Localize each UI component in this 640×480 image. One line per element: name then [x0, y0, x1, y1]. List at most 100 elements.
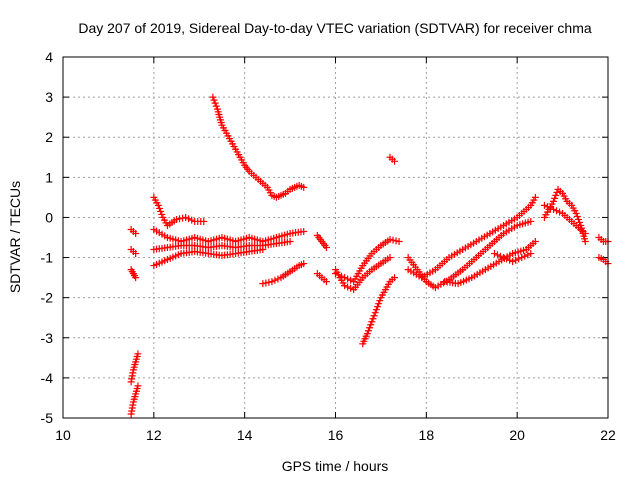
data-point: [300, 260, 308, 268]
data-point: [552, 191, 560, 199]
data-point: [389, 236, 397, 244]
x-tick-label: 12: [146, 427, 162, 443]
data-point: [392, 237, 400, 245]
data-point: [506, 256, 514, 264]
data-point: [322, 244, 330, 252]
series-arc-11: [259, 260, 308, 288]
data-point: [493, 251, 501, 259]
data-point: [550, 197, 557, 205]
data-point: [551, 194, 559, 202]
data-point: [173, 215, 181, 223]
data-point: [386, 236, 394, 244]
y-tick-label: 1: [45, 169, 53, 185]
data-point: [347, 276, 355, 284]
x-tick-label: 10: [55, 427, 71, 443]
series-arc-16: [359, 274, 399, 348]
series-arc-21: [490, 250, 535, 266]
series-arc-8: [150, 238, 294, 254]
data-point: [503, 255, 511, 263]
data-point: [518, 254, 526, 262]
data-point: [259, 246, 267, 254]
x-tick-label: 16: [328, 427, 344, 443]
series-arc-10: [209, 93, 308, 201]
data-point: [154, 201, 162, 209]
data-point: [156, 204, 164, 212]
series-arc-7: [150, 225, 308, 246]
series-arc-24: [595, 234, 612, 246]
data-point: [200, 217, 208, 225]
grid: [63, 57, 608, 418]
data-point: [132, 229, 140, 237]
data-point: [182, 213, 190, 221]
data-point: [366, 324, 374, 332]
data-point: [188, 216, 196, 224]
data-point: [210, 96, 218, 104]
data-point: [211, 99, 219, 107]
data-point: [576, 218, 584, 226]
series-arc-6: [150, 193, 208, 229]
series-arc-25: [595, 254, 612, 268]
series-arc-19: [404, 193, 539, 282]
data-point: [158, 210, 166, 218]
data-point: [134, 350, 142, 358]
y-tick-label: -1: [41, 250, 54, 266]
data-points: [127, 93, 612, 418]
data-point: [274, 275, 282, 283]
series-arc-12: [313, 231, 330, 252]
data-point: [376, 297, 384, 305]
y-tick-label: -2: [41, 290, 54, 306]
series-arc-3: [127, 266, 140, 282]
data-point: [391, 274, 399, 282]
data-point: [527, 250, 535, 258]
plot-border: [62, 56, 609, 419]
data-point: [581, 229, 589, 237]
y-tick-label: 4: [45, 49, 53, 65]
y-tick-label: 3: [45, 89, 53, 105]
series-arc-17: [386, 153, 399, 165]
data-point: [322, 278, 330, 286]
data-point: [286, 238, 294, 246]
y-axis-label: SDTVAR / TECUs: [7, 181, 23, 293]
y-tick-label: 2: [45, 129, 53, 145]
data-point: [500, 254, 508, 262]
data-point: [212, 102, 220, 110]
data-point: [300, 183, 308, 191]
data-point: [524, 251, 532, 259]
data-point: [556, 208, 564, 216]
y-tick-label: -5: [41, 410, 54, 426]
data-point: [176, 215, 184, 223]
data-point: [271, 276, 279, 284]
data-point: [372, 306, 380, 314]
series-arc-20: [441, 238, 539, 288]
data-point: [368, 318, 376, 326]
data-point: [268, 278, 276, 286]
data-point: [553, 188, 561, 196]
data-point: [540, 201, 548, 209]
data-point: [262, 279, 270, 287]
data-point: [132, 274, 140, 282]
data-point: [531, 193, 539, 201]
data-point: [347, 284, 355, 292]
series-arc-5: [127, 350, 142, 386]
y-tick-label: -3: [41, 330, 54, 346]
data-point: [367, 321, 375, 329]
data-point: [531, 238, 539, 246]
series-arc-18: [404, 217, 535, 292]
data-point: [543, 203, 551, 211]
data-point: [574, 215, 582, 223]
data-point: [370, 312, 378, 320]
data-point: [581, 238, 589, 246]
data-point: [374, 303, 382, 311]
x-tick-label: 22: [600, 427, 616, 443]
series-arc-23: [540, 201, 589, 237]
series-arc-4: [127, 382, 142, 418]
data-point: [490, 250, 498, 258]
data-point: [497, 252, 505, 260]
series-arc-15: [332, 254, 394, 294]
series-arc-9: [150, 246, 267, 270]
data-point: [573, 212, 581, 220]
chart-title: Day 207 of 2019, Sidereal Day-to-day VTE…: [78, 20, 591, 36]
data-point: [512, 256, 520, 264]
data-point: [395, 238, 403, 246]
